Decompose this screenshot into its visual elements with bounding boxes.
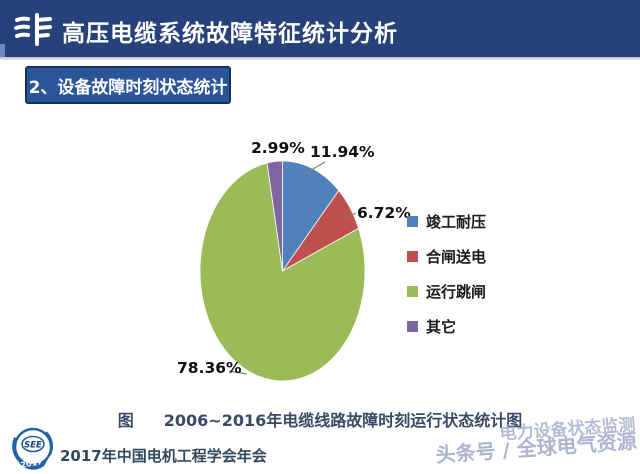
leader-line-red	[341, 212, 357, 220]
chart-caption: 图 2006~2016年电缆线路故障时刻运行状态统计图	[0, 407, 640, 431]
header-accent	[0, 44, 5, 57]
see-logo: SEE 2017	[12, 427, 53, 470]
legend-item: 运行跳闸	[407, 280, 486, 302]
legend-label: 运行跳闸	[426, 282, 487, 301]
caption-text: 2006~2016年电缆线路故障时刻运行状态统计图	[163, 411, 523, 430]
legend-label: 其它	[426, 317, 457, 336]
conference-name: 2017年中国电机工程学会年会	[60, 447, 267, 465]
pie-percent-label: 6.72%	[357, 204, 411, 222]
watermark-line2: 头条号 / 全球电气资源	[434, 428, 638, 467]
legend-item: 合闸送电	[407, 245, 486, 267]
pie-slice-3	[266, 160, 283, 272]
pie-percent-label: 11.94%	[310, 143, 375, 161]
legend-item: 竣工耐压	[407, 210, 486, 232]
legend-label: 合闸送电	[426, 247, 487, 266]
chart-legend: 竣工耐压 合闸送电 运行跳闸 其它	[407, 210, 486, 350]
legend-item: 其它	[407, 315, 486, 337]
section-title: 2、设备故障时刻状态统计	[28, 77, 228, 98]
pie-slices	[199, 160, 366, 382]
legend-label: 竣工耐压	[426, 212, 487, 231]
pie-slice-2	[199, 162, 366, 382]
legend-swatch-blue	[407, 215, 418, 227]
section-title-box: 2、设备故障时刻状态统计	[25, 66, 231, 104]
svg-text:SEE: SEE	[24, 441, 42, 451]
leader-line-blue	[300, 161, 326, 177]
legend-swatch-purple	[407, 320, 418, 332]
leader-lines	[228, 161, 357, 375]
header-divider	[0, 57, 640, 60]
cable-logo-icon	[14, 13, 52, 46]
page-title: 高压电缆系统故障特征统计分析	[62, 21, 398, 47]
pie-percent-label: 78.36%	[177, 359, 242, 377]
header-bar: 高压电缆系统故障特征统计分析	[0, 0, 640, 57]
pie-percent-label: 2.99%	[251, 139, 305, 157]
pie-slice-1	[282, 189, 360, 272]
pie-slice-0	[282, 160, 340, 273]
svg-text:2017: 2017	[20, 457, 43, 470]
legend-swatch-red	[407, 250, 418, 262]
legend-swatch-green	[407, 285, 418, 297]
caption-prefix: 图	[117, 411, 134, 430]
